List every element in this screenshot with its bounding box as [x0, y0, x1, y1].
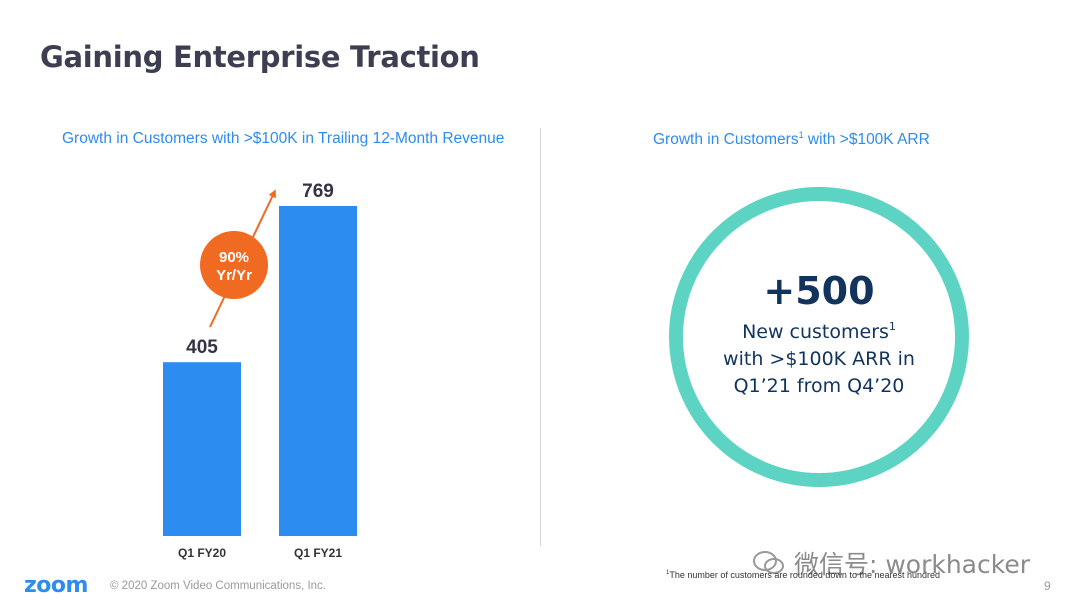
footnote: 1The number of customers are rounded dow… [666, 570, 940, 580]
right-panel-subtitle: Growth in Customers1 with >$100K ARR [653, 130, 930, 149]
copyright-text: © 2020 Zoom Video Communications, Inc. [110, 580, 327, 592]
growth-badge-period: Yr/Yr [216, 267, 252, 284]
watermark-text: 微信号: workhacker [793, 550, 1030, 579]
slide-title: Gaining Enterprise Traction [40, 40, 480, 74]
ring-line-1: New customers1 [742, 313, 896, 346]
ring-line-2: with >$100K ARR in [723, 347, 915, 370]
data-label: 769 [302, 181, 334, 202]
right-subtitle-footnote-mark: 1 [798, 130, 804, 140]
ring-line-3: Q1’21 from Q4’20 [733, 374, 905, 397]
panel-divider [540, 128, 541, 546]
growth-badge [200, 231, 268, 299]
ring-content: +500 New customers1 with >$100K ARR in Q… [683, 201, 955, 473]
x-tick-label: Q1 FY20 [178, 546, 226, 560]
footnote-text: The number of customers are rounded down… [669, 570, 941, 580]
right-subtitle-text: Growth in Customers [653, 131, 799, 148]
x-tick-label: Q1 FY21 [294, 546, 342, 560]
data-label: 405 [186, 337, 218, 358]
page-number: 9 [1044, 579, 1051, 593]
ring-line-1-text: New customers [742, 320, 889, 343]
ring-footnote-mark: 1 [888, 319, 896, 333]
bar-chart: 405 Q1 FY20 769 Q1 FY21 90%Yr/Yr [163, 181, 357, 560]
watermark: 微信号: workhacker [752, 545, 1030, 581]
bar-q1-fy21 [279, 206, 357, 536]
growth-badge-percent: 90% [219, 249, 249, 266]
bar-q1-fy20 [163, 362, 241, 536]
right-subtitle-tail: with >$100K ARR [803, 131, 930, 148]
left-chart-subtitle: Growth in Customers with >$100K in Trail… [62, 130, 505, 147]
new-customers-number: +500 [763, 268, 875, 313]
footnote-mark: 1 [666, 570, 670, 576]
zoom-logo: zoom [24, 573, 88, 598]
wechat-icon [753, 551, 784, 574]
